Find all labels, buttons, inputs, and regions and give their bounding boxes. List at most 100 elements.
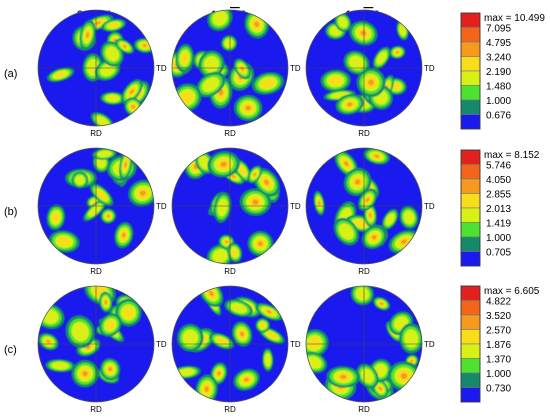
legend-swatch — [460, 149, 481, 165]
legend-swatch — [460, 12, 481, 28]
intensity-blob — [178, 368, 196, 377]
intensity-blob — [231, 248, 238, 257]
intensity-blob — [129, 89, 135, 95]
intensity-blob — [368, 79, 374, 86]
intensity-blob — [329, 76, 342, 86]
intensity-blob — [121, 232, 126, 238]
pole-figure-0-2: RD TD — [305, 9, 435, 138]
intensity-blob — [240, 331, 245, 337]
intensity-blob — [308, 337, 321, 349]
intensity-blob — [348, 55, 365, 70]
intensity-blob — [224, 38, 234, 49]
legend-frame — [460, 12, 481, 130]
intensity-blob — [216, 337, 227, 345]
intensity-blob — [410, 359, 414, 363]
intensity-blob — [212, 248, 229, 263]
pole-figures: RD TD RD TD RD TD RD TD RD TD RD TD RD TD RD TD RD TD — [37, 9, 435, 414]
intensity-blob — [245, 105, 251, 111]
legend-swatch — [460, 70, 481, 86]
legend-level-label: 2.570 — [486, 326, 511, 337]
legend-max-label: max = 8.152 — [484, 150, 540, 161]
row-label-c: (c) — [4, 344, 17, 356]
legend-level-label: 3.240 — [486, 53, 511, 64]
legend-frame — [460, 149, 481, 267]
td-label: TD — [156, 340, 167, 349]
intensity-blob — [266, 331, 278, 339]
legend-max-label: max = 10.499 — [484, 13, 545, 24]
intensity-blob — [212, 10, 228, 26]
intensity-blob — [264, 352, 272, 367]
legend-swatch — [460, 222, 481, 238]
intensity-blob — [398, 24, 407, 37]
intensity-contours — [306, 286, 422, 401]
legend-swatch — [460, 314, 481, 330]
legend-swatch — [460, 372, 481, 388]
intensity-blob — [371, 234, 377, 240]
legend-swatch — [460, 27, 481, 43]
legend-swatch — [460, 236, 481, 252]
intensity-blob — [259, 322, 266, 329]
intensity-blob — [337, 16, 348, 29]
pole-figure-2-2: RD TD — [305, 285, 435, 414]
rd-label: RD — [358, 267, 370, 276]
intensity-blob — [95, 115, 110, 126]
pole-figure-2-1: RD TD — [171, 285, 301, 414]
pole-figure-1-1: RD TD — [171, 147, 301, 276]
legend-level-label: 2.190 — [486, 67, 511, 78]
intensity-blob — [82, 370, 88, 377]
pole-figure-0-0: RD TD — [37, 9, 167, 138]
intensity-blob — [403, 210, 415, 225]
intensity-blob — [355, 287, 370, 301]
intensity-blob — [139, 190, 146, 196]
legend-swatch — [460, 164, 481, 180]
legend-level-label: 1.000 — [486, 96, 511, 107]
legend-level-label: 2.013 — [486, 204, 511, 215]
rd-label: RD — [358, 129, 370, 138]
legend-level-label: 4.795 — [486, 38, 511, 49]
legend-swatch — [460, 56, 481, 72]
pole-figure-2-0: RD TD — [37, 285, 167, 414]
td-label: TD — [290, 340, 301, 349]
legend-level-label: 1.000 — [486, 369, 511, 380]
intensity-blob — [142, 44, 147, 48]
intensity-blob — [131, 104, 135, 109]
td-label: TD — [290, 64, 301, 73]
intensity-blob — [74, 175, 85, 186]
legend-swatch — [460, 251, 481, 267]
intensity-blob — [391, 82, 401, 90]
intensity-blob — [182, 329, 199, 347]
intensity-blob — [252, 199, 259, 205]
intensity-blob — [105, 320, 115, 330]
intensity-blob — [360, 30, 367, 36]
intensity-blob — [123, 307, 134, 319]
rd-label: RD — [90, 267, 102, 276]
intensity-blob — [55, 71, 67, 78]
legend-level-label: 1.419 — [486, 219, 511, 230]
legend-level-label: 0.705 — [486, 248, 511, 259]
intensity-blob — [99, 63, 116, 77]
td-label: TD — [424, 202, 435, 211]
intensity-blob — [374, 154, 380, 158]
intensity-blob — [85, 32, 90, 39]
intensity-blob — [108, 366, 113, 372]
intensity-blob — [204, 386, 209, 393]
pole-figure-1-0: RD TD — [37, 147, 167, 276]
intensity-blob — [404, 329, 419, 348]
intensity-blob — [198, 155, 211, 170]
intensity-blob — [105, 46, 120, 62]
intensity-blob — [203, 55, 220, 73]
intensity-blob — [52, 212, 60, 223]
legend-swatch — [460, 114, 481, 130]
intensity-blob — [217, 198, 228, 217]
pole-figure-1-2: RD TD — [305, 147, 435, 276]
intensity-blob — [231, 174, 236, 179]
td-label: TD — [424, 64, 435, 73]
intensity-blob — [266, 310, 272, 314]
intensity-blob — [400, 239, 407, 245]
intensity-blob — [343, 161, 349, 167]
legend-swatch — [460, 85, 481, 101]
intensity-blob — [106, 214, 110, 218]
legend-swatch — [460, 207, 481, 223]
